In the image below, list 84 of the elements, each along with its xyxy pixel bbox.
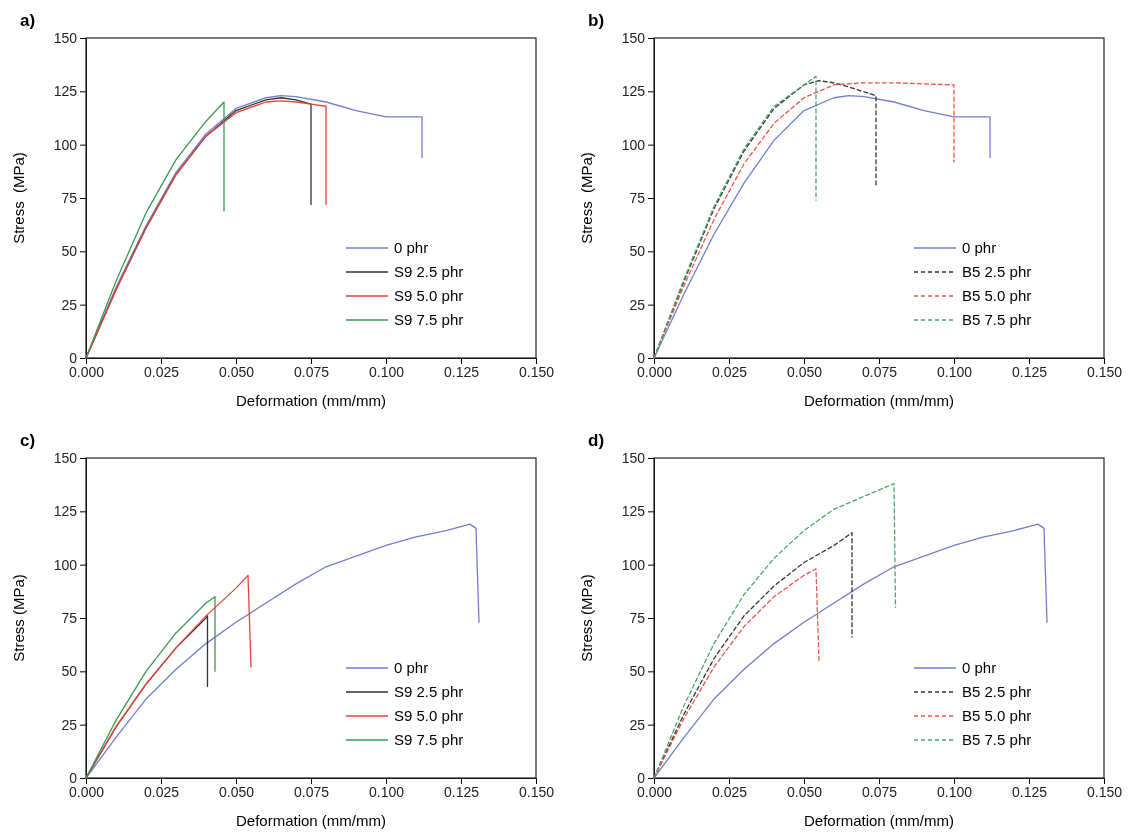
y-tick-label: 75 bbox=[61, 609, 78, 626]
y-tick-label: 150 bbox=[621, 449, 646, 466]
chart-title: a) bbox=[20, 11, 36, 30]
y-tick-label: 125 bbox=[621, 83, 646, 100]
y-tick-label: 50 bbox=[629, 243, 646, 260]
y-tick-label: 0 bbox=[637, 769, 646, 786]
y-tick-label: 50 bbox=[629, 663, 646, 680]
x-tick-label: 0.000 bbox=[68, 363, 105, 380]
legend-label: S9 7.5 phr bbox=[394, 731, 464, 749]
legend-label: 0 phr bbox=[394, 239, 429, 257]
x-tick-label: 0.125 bbox=[1011, 363, 1048, 380]
legend-label: S9 2.5 phr bbox=[394, 263, 464, 281]
legend-label: S9 7.5 phr bbox=[394, 311, 464, 329]
x-tick-label: 0.075 bbox=[293, 363, 330, 380]
legend-label: B5 2.5 phr bbox=[962, 263, 1032, 281]
y-tick-label: 150 bbox=[53, 449, 78, 466]
legend-label: S9 2.5 phr bbox=[394, 683, 464, 701]
x-tick-label: 0.150 bbox=[1086, 363, 1123, 380]
x-tick-label: 0.025 bbox=[711, 363, 748, 380]
x-tick-label: 0.075 bbox=[861, 783, 898, 800]
y-tick-label: 100 bbox=[621, 136, 646, 153]
x-tick-label: 0.075 bbox=[861, 363, 898, 380]
y-tick-label: 0 bbox=[69, 769, 78, 786]
y-tick-label: 25 bbox=[629, 716, 646, 733]
y-tick-label: 0 bbox=[637, 349, 646, 366]
chart-title: c) bbox=[20, 431, 36, 450]
x-tick-label: 0.050 bbox=[218, 363, 255, 380]
y-axis-title: Stress (MPa) bbox=[10, 574, 27, 662]
x-tick-label: 0.075 bbox=[293, 783, 330, 800]
y-tick-label: 25 bbox=[61, 716, 78, 733]
x-tick-label: 0.100 bbox=[936, 783, 973, 800]
y-axis-title: Stress (MPa) bbox=[578, 152, 595, 244]
y-tick-label: 50 bbox=[61, 243, 78, 260]
x-tick-label: 0.050 bbox=[786, 363, 823, 380]
x-tick-label: 0.100 bbox=[936, 363, 973, 380]
legend-label: B5 2.5 phr bbox=[962, 683, 1032, 701]
x-tick-label: 0.025 bbox=[711, 783, 748, 800]
x-tick-label: 0.050 bbox=[786, 783, 823, 800]
y-tick-label: 100 bbox=[53, 556, 78, 573]
x-tick-label: 0.125 bbox=[443, 783, 480, 800]
legend-label: 0 phr bbox=[962, 659, 997, 677]
x-axis-title: Deformation (mm/mm) bbox=[803, 812, 955, 829]
y-tick-label: 25 bbox=[61, 296, 78, 313]
y-tick-label: 25 bbox=[629, 296, 646, 313]
y-tick-label: 0 bbox=[69, 349, 78, 366]
chart-title: d) bbox=[588, 431, 605, 450]
x-axis-title: Deformation (mm/mm) bbox=[235, 812, 387, 829]
legend-label: B5 7.5 phr bbox=[962, 731, 1032, 749]
x-tick-label: 0.050 bbox=[218, 783, 255, 800]
x-axis-title: Deformation (mm/mm) bbox=[803, 392, 955, 409]
x-tick-label: 0.025 bbox=[143, 783, 180, 800]
y-tick-label: 100 bbox=[53, 136, 78, 153]
y-tick-label: 125 bbox=[53, 503, 78, 520]
legend-label: 0 phr bbox=[394, 659, 429, 677]
y-tick-label: 150 bbox=[621, 29, 646, 46]
y-tick-label: 150 bbox=[53, 29, 78, 46]
y-tick-label: 100 bbox=[621, 556, 646, 573]
x-tick-label: 0.100 bbox=[368, 363, 405, 380]
x-axis-title: Deformation (mm/mm) bbox=[235, 392, 387, 409]
y-tick-label: 50 bbox=[61, 663, 78, 680]
x-tick-label: 0.025 bbox=[143, 363, 180, 380]
x-tick-label: 0.000 bbox=[68, 783, 105, 800]
y-tick-label: 75 bbox=[629, 189, 646, 206]
y-axis-title: Stress (MPa) bbox=[10, 152, 27, 244]
y-tick-label: 75 bbox=[61, 189, 78, 206]
y-tick-label: 75 bbox=[629, 609, 646, 626]
legend-label: 0 phr bbox=[962, 239, 997, 257]
legend-label: B5 5.0 phr bbox=[962, 287, 1032, 305]
x-tick-label: 0.125 bbox=[1011, 783, 1048, 800]
x-tick-label: 0.150 bbox=[518, 363, 555, 380]
legend-label: B5 5.0 phr bbox=[962, 707, 1032, 725]
legend-label: S9 5.0 phr bbox=[394, 287, 464, 305]
x-tick-label: 0.150 bbox=[518, 783, 555, 800]
y-axis-title: Stress (MPa) bbox=[578, 574, 595, 662]
x-tick-label: 0.100 bbox=[368, 783, 405, 800]
legend-label: B5 7.5 phr bbox=[962, 311, 1032, 329]
x-tick-label: 0.000 bbox=[636, 363, 673, 380]
x-tick-label: 0.000 bbox=[636, 783, 673, 800]
chart-title: b) bbox=[588, 11, 605, 30]
y-tick-label: 125 bbox=[621, 503, 646, 520]
x-tick-label: 0.125 bbox=[443, 363, 480, 380]
legend-label: S9 5.0 phr bbox=[394, 707, 464, 725]
x-tick-label: 0.150 bbox=[1086, 783, 1123, 800]
y-tick-label: 125 bbox=[53, 83, 78, 100]
